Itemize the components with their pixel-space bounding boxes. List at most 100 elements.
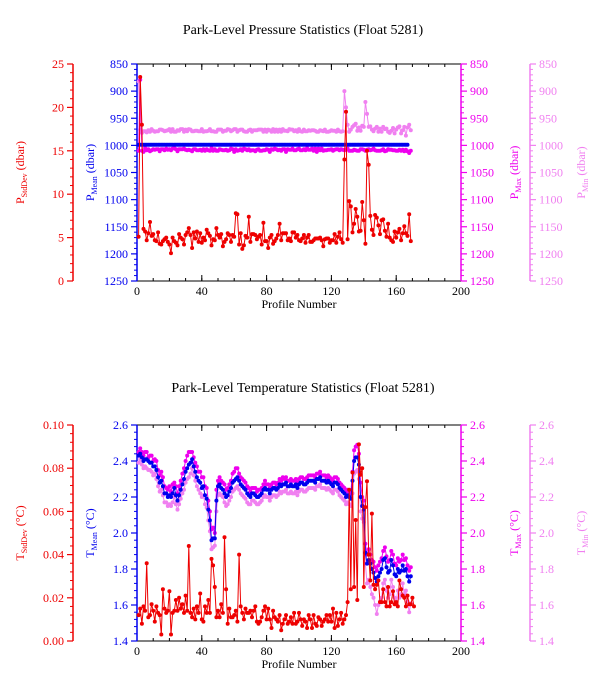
stddev-point xyxy=(352,221,357,226)
stddev-point xyxy=(251,608,256,613)
min-point xyxy=(402,124,407,129)
stddev-point xyxy=(243,606,248,611)
max-point xyxy=(185,453,190,458)
stddev-point xyxy=(374,582,379,587)
stddev-point xyxy=(361,585,366,589)
min-point xyxy=(318,482,323,487)
stddev-point xyxy=(322,617,327,622)
stddev-point xyxy=(407,212,412,217)
min-point xyxy=(374,612,379,616)
mean-point xyxy=(138,451,143,456)
stddev-tick-label: 15 xyxy=(52,144,64,158)
min-point xyxy=(368,585,373,589)
mean-point xyxy=(182,477,186,481)
stddev-point xyxy=(246,214,251,219)
mean-point xyxy=(259,491,264,496)
mean-point xyxy=(275,486,280,490)
max-tick-label: 1150 xyxy=(470,220,494,234)
max-point xyxy=(335,477,340,481)
stddev-point xyxy=(397,226,402,231)
stddev-point xyxy=(269,233,274,237)
min-point xyxy=(237,487,242,492)
stddev-point xyxy=(266,606,271,611)
mean-point xyxy=(180,482,185,487)
max-point xyxy=(190,450,195,454)
min-point xyxy=(384,126,389,131)
x-tick-label: 120 xyxy=(322,644,340,658)
stddev-point xyxy=(141,604,146,609)
mean-point xyxy=(266,487,271,492)
max-axis-label-main: P xyxy=(507,192,521,199)
stddev-point xyxy=(154,239,159,244)
min-point xyxy=(344,105,348,110)
mean-point xyxy=(331,484,335,489)
max-point xyxy=(376,563,381,568)
max-axis-label-unit: (dbar) xyxy=(507,146,521,178)
stddev-point xyxy=(138,75,143,79)
stddev-point xyxy=(334,240,339,245)
stddev-point xyxy=(331,606,335,611)
max-axis-label: PMax (dbar) xyxy=(507,146,523,200)
stddev-point xyxy=(368,213,373,218)
max-tick-label: 1050 xyxy=(470,166,494,180)
stddev-point xyxy=(279,628,284,633)
mean-point xyxy=(352,459,357,463)
min-point xyxy=(170,500,175,505)
mean-point xyxy=(394,574,399,579)
max-point xyxy=(391,552,395,557)
max-point xyxy=(201,475,206,480)
stddev-point xyxy=(204,227,209,232)
stddev-point xyxy=(238,604,243,609)
max-point xyxy=(159,469,164,474)
mean-tick-label: 1.4 xyxy=(113,634,128,648)
stddev-point xyxy=(412,604,416,609)
mean-point xyxy=(243,487,248,492)
mean-tick-label: 1150 xyxy=(104,220,128,234)
mean-point xyxy=(178,487,183,492)
mean-point xyxy=(217,482,222,487)
mean-point xyxy=(185,466,190,471)
max-point xyxy=(284,475,288,480)
min-point xyxy=(164,500,169,505)
mean-point xyxy=(379,567,384,571)
stddev-point xyxy=(378,232,382,237)
stddev-point xyxy=(379,600,384,605)
x-axis-label: Profile Number xyxy=(262,657,337,671)
mean-axis-label: PMean (dbar) xyxy=(83,144,99,201)
stddev-point xyxy=(211,563,216,568)
temperature-chart: Park-Level Temperature Statistics (Float… xyxy=(13,381,590,671)
max-point xyxy=(172,480,177,485)
min-tick-label: 1200 xyxy=(539,247,563,261)
mean-point xyxy=(222,491,227,496)
stddev-point xyxy=(196,610,201,615)
mean-point xyxy=(237,478,242,483)
mean-point xyxy=(395,567,400,571)
mean-point xyxy=(408,574,413,579)
max-point xyxy=(216,478,220,483)
min-point xyxy=(220,495,225,499)
mean-point xyxy=(149,460,154,465)
mean-axis-label-sub: Mean xyxy=(90,532,99,550)
stddev-point xyxy=(373,587,378,592)
mean-point xyxy=(342,491,347,496)
stddev-point xyxy=(229,239,233,244)
max-point xyxy=(183,459,188,463)
stddev-series-line xyxy=(138,444,415,635)
stddev-point xyxy=(240,610,245,615)
stddev-point xyxy=(224,237,229,242)
min-point xyxy=(175,507,180,512)
stddev-point xyxy=(402,224,407,229)
stddev-point xyxy=(159,242,164,247)
stddev-point xyxy=(410,595,415,600)
mean-point xyxy=(267,491,272,496)
stddev-axis-label-unit: (dbar) xyxy=(13,141,27,173)
stddev-point xyxy=(400,231,405,236)
stddev-point xyxy=(374,215,379,220)
stddev-point xyxy=(395,604,400,609)
mean-point xyxy=(220,487,225,492)
stddev-point xyxy=(391,239,395,244)
min-point xyxy=(225,502,230,507)
stddev-point xyxy=(214,226,219,231)
max-point xyxy=(167,484,172,489)
min-point xyxy=(358,128,363,133)
